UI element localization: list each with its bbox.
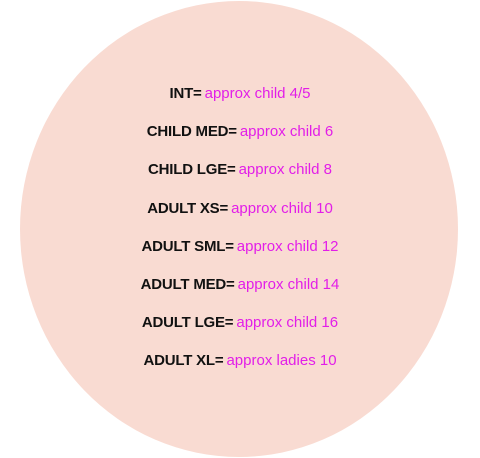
size-equivalent: approx child 8 xyxy=(238,161,332,178)
size-code: ADULT XS= xyxy=(147,200,229,217)
size-code: ADULT XL= xyxy=(143,352,224,369)
size-row-adult-lge: ADULT LGE= approx child 16 xyxy=(0,314,480,332)
size-row-child-med: CHILD MED= approx child 6 xyxy=(0,123,480,141)
size-equivalent: approx ladies 10 xyxy=(226,352,337,369)
size-code: INT= xyxy=(169,85,202,102)
size-row-int: INT= approx child 4/5 xyxy=(0,85,480,103)
size-row-adult-sml: ADULT SML= approx child 12 xyxy=(0,238,480,256)
size-code: ADULT LGE= xyxy=(141,314,234,331)
size-code: ADULT SML= xyxy=(141,238,234,255)
size-code: CHILD MED= xyxy=(146,123,237,140)
size-row-adult-xs: ADULT XS= approx child 10 xyxy=(0,200,480,218)
size-equivalent: approx child 4/5 xyxy=(204,85,311,102)
size-code: ADULT MED= xyxy=(140,276,235,293)
background-circle xyxy=(20,1,458,457)
size-equivalent: approx child 10 xyxy=(231,200,333,217)
size-equivalent: approx child 16 xyxy=(236,314,339,331)
size-row-adult-xl: ADULT XL= approx ladies 10 xyxy=(0,352,480,370)
size-equivalent: approx child 6 xyxy=(239,123,334,140)
size-row-child-lge: CHILD LGE= approx child 8 xyxy=(0,161,480,179)
size-equivalent: approx child 12 xyxy=(236,238,339,255)
size-code: CHILD LGE= xyxy=(148,161,236,178)
size-equivalent: approx child 14 xyxy=(237,276,340,293)
size-row-adult-med: ADULT MED= approx child 14 xyxy=(0,276,480,294)
